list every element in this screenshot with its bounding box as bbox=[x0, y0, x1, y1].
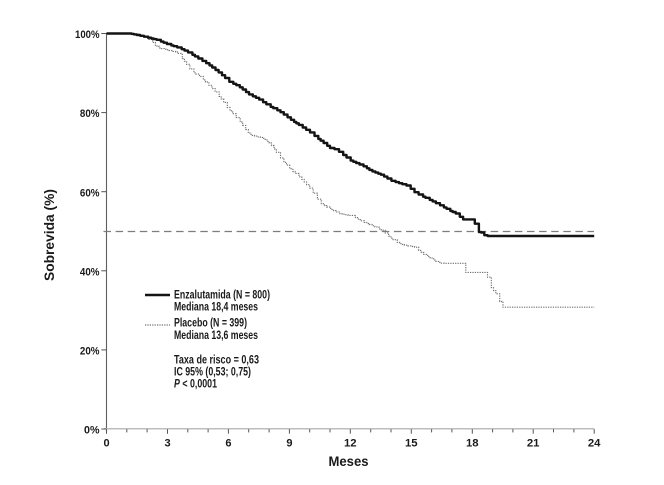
svg-text:21: 21 bbox=[527, 438, 540, 450]
svg-text:12: 12 bbox=[344, 438, 357, 450]
svg-text:40%: 40% bbox=[80, 266, 100, 278]
svg-text:0: 0 bbox=[103, 438, 109, 450]
svg-text:80%: 80% bbox=[80, 108, 100, 120]
svg-text:Placebo (N = 399): Placebo (N = 399) bbox=[174, 316, 247, 330]
svg-text:0%: 0% bbox=[84, 425, 100, 437]
svg-text:P < 0,0001: P < 0,0001 bbox=[174, 376, 217, 390]
svg-text:IC 95% (0,53; 0,75): IC 95% (0,53; 0,75) bbox=[174, 364, 251, 378]
svg-text:24: 24 bbox=[588, 438, 601, 450]
svg-text:20%: 20% bbox=[80, 346, 100, 358]
svg-text:3: 3 bbox=[164, 438, 170, 450]
svg-text:100%: 100% bbox=[75, 29, 100, 41]
svg-text:Enzalutamida (N = 800): Enzalutamida (N = 800) bbox=[174, 287, 270, 301]
svg-text:9: 9 bbox=[286, 438, 292, 450]
svg-text:Sobrevida (%): Sobrevida (%) bbox=[42, 189, 57, 281]
svg-text:60%: 60% bbox=[80, 187, 100, 199]
svg-text:6: 6 bbox=[225, 438, 231, 450]
svg-text:Meses: Meses bbox=[329, 454, 369, 469]
svg-text:Mediana 18,4 meses: Mediana 18,4 meses bbox=[174, 299, 258, 313]
svg-text:Taxa de risco = 0,63: Taxa de risco = 0,63 bbox=[174, 352, 259, 366]
svg-text:18: 18 bbox=[466, 438, 479, 450]
svg-text:15: 15 bbox=[405, 438, 418, 450]
svg-text:Mediana 13,6 meses: Mediana 13,6 meses bbox=[174, 328, 258, 342]
